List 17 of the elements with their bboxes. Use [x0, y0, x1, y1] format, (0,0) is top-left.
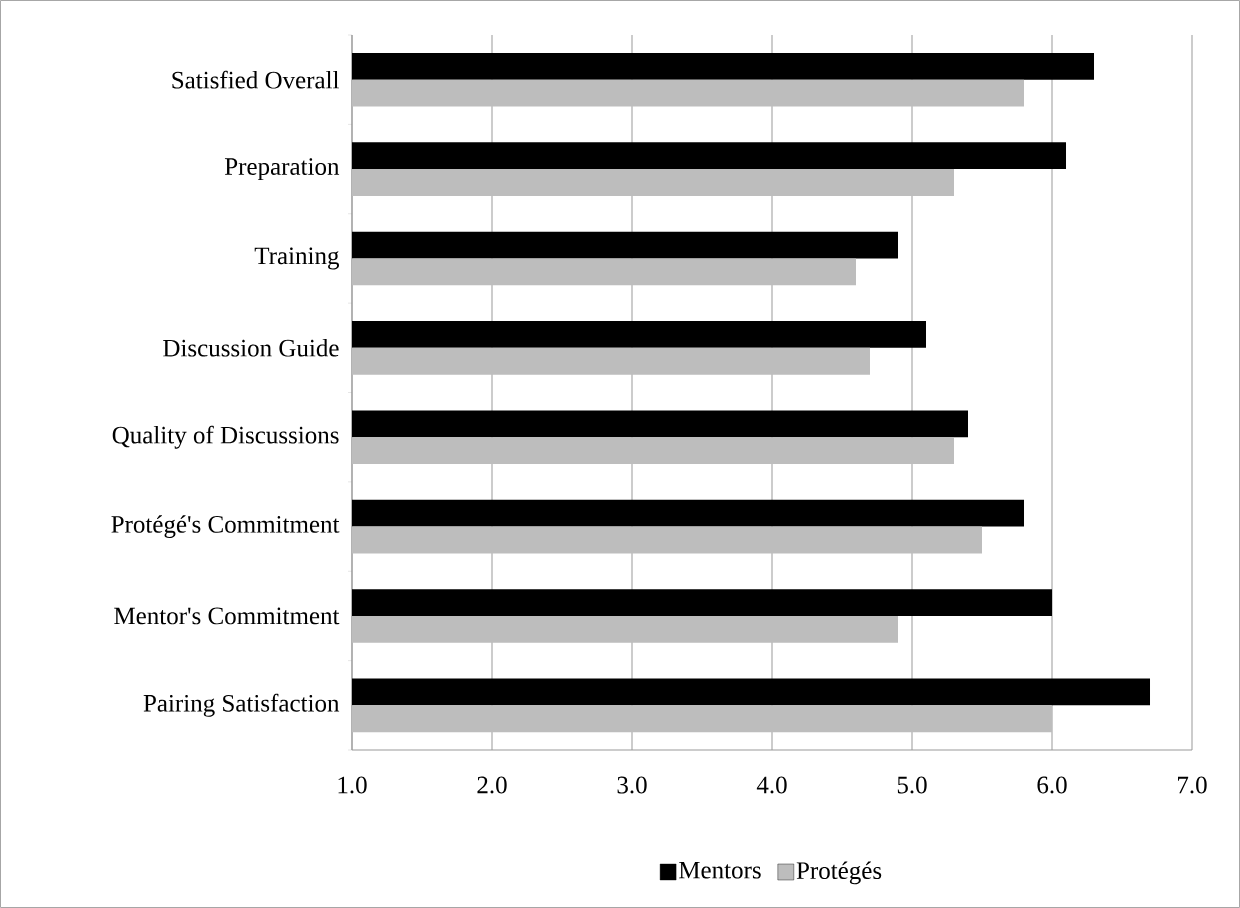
- x-tick-label: 3.0: [617, 776, 647, 794]
- y-tick-label: Satisfied Overall: [172, 70, 339, 89]
- legend-label: Protégés: [796, 861, 882, 885]
- x-tick-label: 7.0: [1178, 776, 1207, 794]
- y-tick-label: Preparation: [224, 158, 340, 181]
- y-tick-label: Training: [254, 247, 340, 270]
- x-tick-label: 1.0: [338, 776, 367, 794]
- y-tick-label: Quality of Discussions: [112, 425, 339, 449]
- y-tick-label: Discussion Guide: [163, 339, 339, 357]
- x-tick-label: 5.0: [897, 776, 927, 794]
- legend-label: Mentors: [679, 861, 761, 879]
- y-tick-label: Pairing Satisfaction: [143, 693, 340, 717]
- x-tick-label: 6.0: [1037, 776, 1067, 794]
- y-tick-label: Protégé's Commitment: [111, 515, 340, 538]
- x-tick-label: 4.0: [756, 776, 787, 794]
- y-tick-label: Mentor's Commitment: [114, 607, 340, 625]
- x-tick-label: 2.0: [477, 776, 507, 794]
